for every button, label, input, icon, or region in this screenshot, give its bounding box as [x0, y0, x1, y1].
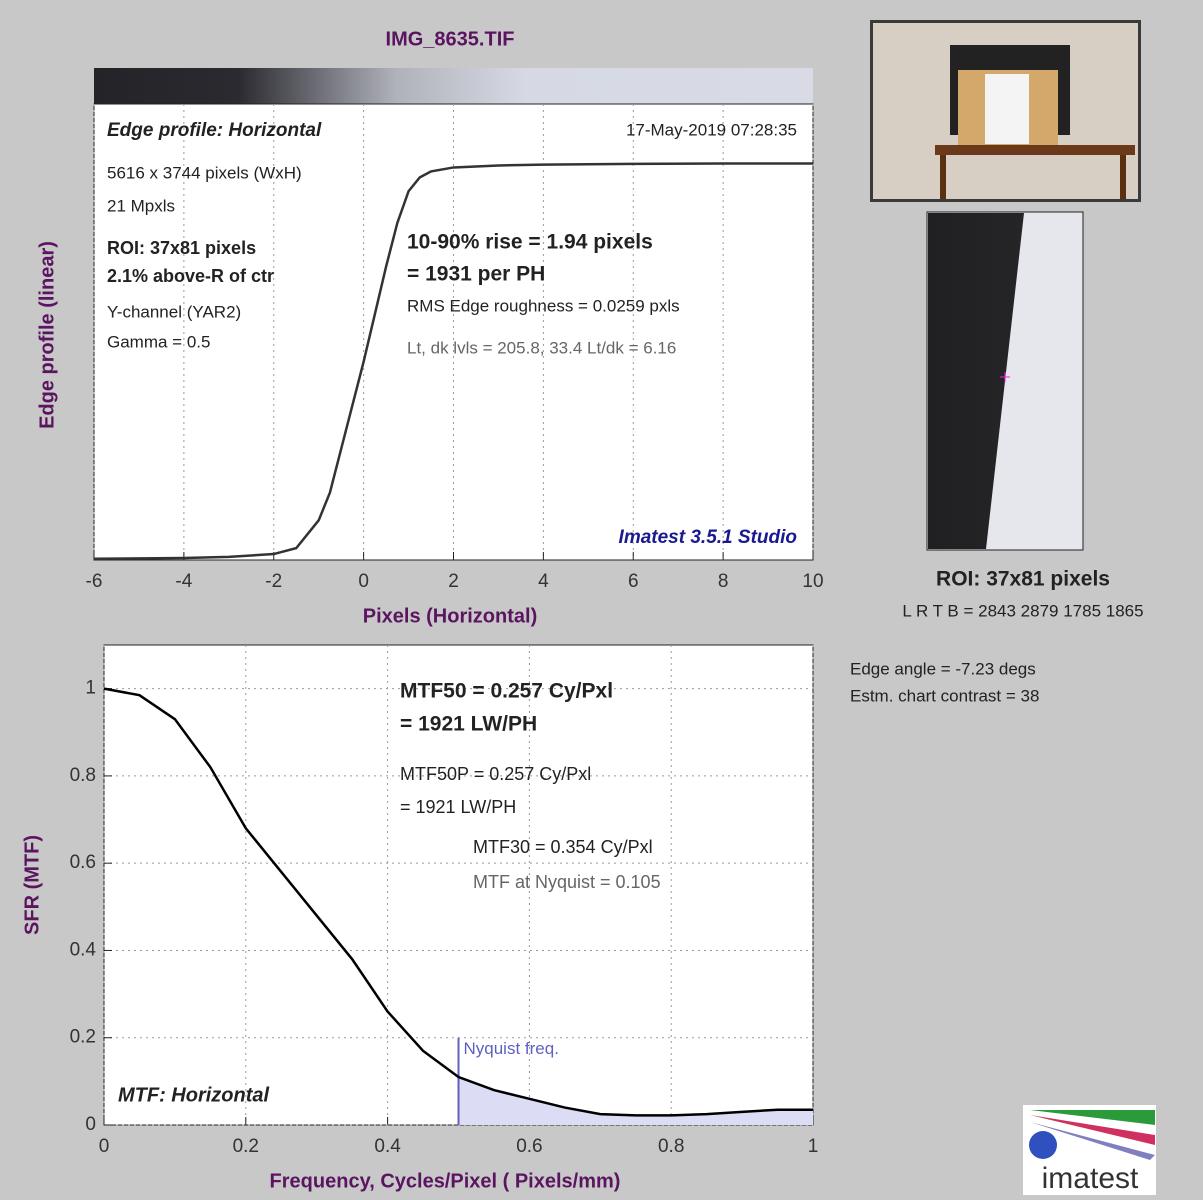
annotation: MTF at Nyquist = 0.105 [473, 872, 661, 892]
x-tick-label: 4 [538, 571, 549, 592]
y-tick-label: 0 [85, 1114, 96, 1135]
x-axis-label: Pixels (Horizontal) [363, 605, 537, 627]
y-axis-label: SFR (MTF) [21, 835, 43, 935]
gradient-strip [94, 68, 813, 104]
y-tick-label: 0.8 [70, 765, 96, 786]
x-tick-label: 0.4 [374, 1136, 401, 1157]
roi-label: ROI: 37x81 pixels [936, 568, 1110, 591]
x-tick-label: 6 [628, 571, 639, 592]
annotation: 2.1% above-R of ctr [107, 266, 274, 286]
annotation: Imatest 3.5.1 Studio [619, 527, 797, 548]
x-axis-label: Frequency, Cycles/Pixel ( Pixels/mm) [270, 1170, 621, 1192]
lrtb: L R T B = 2843 2879 1785 1865 [902, 601, 1143, 620]
x-tick-label: 0 [99, 1136, 110, 1157]
annotation: MTF30 = 0.354 Cy/Pxl [473, 837, 653, 857]
logo: imatest [1023, 1105, 1156, 1195]
annotation: RMS Edge roughness = 0.0259 pxls [407, 296, 680, 315]
y-tick-label: 1 [85, 678, 96, 699]
thumbnail [870, 20, 1141, 202]
x-tick-label: 0.6 [516, 1136, 542, 1157]
annotation: 5616 x 3744 pixels (WxH) [107, 163, 302, 182]
annotation: MTF: Horizontal [118, 1084, 270, 1106]
annotation: 17-May-2019 07:28:35 [626, 120, 797, 139]
chart-contrast: Estm. chart contrast = 38 [850, 686, 1039, 705]
file-title: IMG_8635.TIF [386, 28, 515, 50]
x-tick-label: 1 [808, 1136, 819, 1157]
annotation: 21 Mpxls [107, 196, 175, 215]
x-tick-label: -4 [175, 571, 192, 592]
y-axis-label: Edge profile (linear) [36, 241, 58, 429]
logo-text: imatest [1042, 1162, 1139, 1195]
y-tick-label: 0.4 [70, 939, 97, 960]
annotation: MTF50P = 0.257 Cy/Pxl [400, 764, 591, 784]
annotation: MTF50 = 0.257 Cy/Pxl [400, 680, 613, 703]
edge-angle: Edge angle = -7.23 degs [850, 659, 1036, 678]
x-tick-label: 8 [718, 571, 729, 592]
annotation: Edge profile: Horizontal [107, 120, 322, 141]
x-tick-label: 0.8 [658, 1136, 684, 1157]
y-tick-label: 0.2 [70, 1027, 96, 1048]
x-tick-label: -6 [86, 571, 103, 592]
x-tick-label: 0.2 [233, 1136, 259, 1157]
annotation: Gamma = 0.5 [107, 332, 210, 351]
annotation: 10-90% rise = 1.94 pixels [407, 231, 653, 254]
y-tick-label: 0.6 [70, 852, 96, 873]
annotation: = 1921 LW/PH [400, 797, 516, 817]
annotation: = 1931 per PH [407, 263, 545, 286]
screen: IMG_8635.TIF ROI: 37x81 pixels L R T B =… [0, 0, 1203, 1200]
annotation: ROI: 37x81 pixels [107, 238, 256, 258]
roi-image [927, 212, 1083, 550]
annotation: Lt, dk lvls = 205.8, 33.4 Lt/dk = 6.16 [407, 338, 676, 357]
x-tick-label: -2 [265, 571, 282, 592]
x-tick-label: 10 [802, 571, 823, 592]
annotation: Y-channel (YAR2) [107, 302, 241, 321]
annotation: = 1921 LW/PH [400, 713, 537, 736]
nyquist-label: Nyquist freq. [464, 1039, 559, 1058]
x-tick-label: 2 [448, 571, 459, 592]
x-tick-label: 0 [358, 571, 369, 592]
